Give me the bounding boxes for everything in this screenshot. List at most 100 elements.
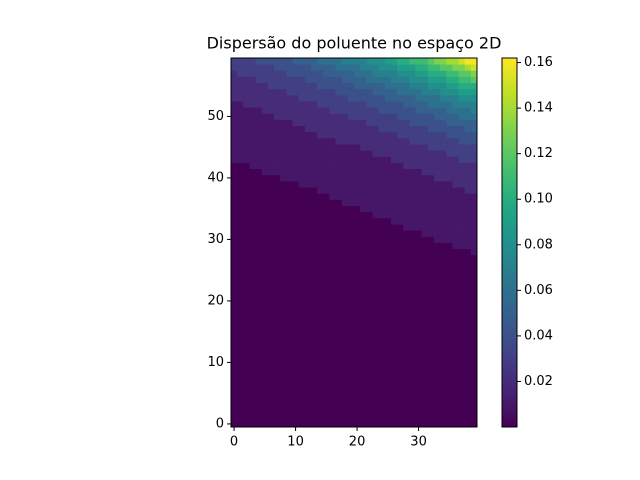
heatmap-cell <box>378 76 386 83</box>
heatmap-cell <box>298 396 306 403</box>
heatmap-cell <box>261 217 269 225</box>
heatmap-cell <box>274 70 281 77</box>
heatmap-cell <box>310 408 318 416</box>
heatmap-cell <box>280 107 287 114</box>
heatmap-cell <box>384 242 392 250</box>
heatmap-cell <box>231 205 238 213</box>
heatmap-cell <box>397 125 404 133</box>
heatmap-cell <box>366 254 373 262</box>
heatmap-cell <box>354 101 361 108</box>
heatmap-cell <box>335 291 343 299</box>
heatmap-cell <box>274 150 281 157</box>
heatmap-cell <box>231 377 238 385</box>
heatmap-cell <box>409 205 416 213</box>
heatmap-cell <box>354 144 361 151</box>
heatmap-cell <box>372 107 379 114</box>
heatmap-cell <box>415 113 423 120</box>
heatmap-cell <box>304 260 312 268</box>
heatmap-cell <box>249 58 256 65</box>
heatmap-cell <box>415 328 423 336</box>
heatmap-cell <box>243 125 250 133</box>
heatmap-cell <box>458 408 466 416</box>
heatmap-cell <box>280 181 287 188</box>
heatmap-cell <box>446 310 453 317</box>
heatmap-cell <box>433 107 441 114</box>
heatmap-cell <box>470 316 478 323</box>
heatmap-cell <box>415 396 423 403</box>
heatmap-cell <box>421 101 429 108</box>
heatmap-cell <box>231 390 238 397</box>
heatmap-cell <box>243 211 250 219</box>
heatmap-cell <box>421 181 429 188</box>
heatmap-cell <box>458 322 466 329</box>
heatmap-cell <box>267 420 275 428</box>
heatmap-cell <box>292 273 300 280</box>
heatmap-cell <box>446 224 453 231</box>
heatmap-cell <box>403 113 410 120</box>
heatmap-cell <box>329 199 336 206</box>
heatmap-cell <box>249 408 256 416</box>
heatmap-cell <box>329 181 336 188</box>
heatmap-cell <box>329 340 336 348</box>
heatmap-cell <box>446 193 453 200</box>
heatmap-cell <box>347 377 355 385</box>
heatmap-cell <box>354 125 361 133</box>
heatmap-cell <box>384 390 392 397</box>
heatmap-cell <box>280 310 287 317</box>
heatmap-cell <box>267 230 275 237</box>
heatmap-cell <box>267 217 275 225</box>
heatmap-cell <box>378 248 386 256</box>
heatmap-cell <box>452 193 459 200</box>
heatmap-cell <box>292 267 300 274</box>
heatmap-cell <box>378 88 386 96</box>
heatmap-cell <box>433 101 441 108</box>
heatmap-cell <box>347 150 355 157</box>
heatmap-cell <box>415 291 423 299</box>
heatmap-cell <box>329 64 336 71</box>
heatmap-cell <box>255 205 263 213</box>
heatmap-cell <box>243 205 250 213</box>
heatmap-cell <box>433 328 441 336</box>
heatmap-cell <box>390 328 398 336</box>
heatmap-cell <box>298 377 306 385</box>
heatmap-cell <box>347 156 355 163</box>
heatmap-cell <box>397 291 404 299</box>
heatmap-cell <box>317 101 324 108</box>
heatmap-cell <box>372 230 379 237</box>
heatmap-cell <box>310 353 318 360</box>
heatmap-cell <box>304 150 312 157</box>
heatmap-cell <box>464 322 472 329</box>
heatmap-cell <box>360 119 367 127</box>
heatmap-cell <box>261 150 269 157</box>
heatmap-cell <box>452 94 459 102</box>
heatmap-cell <box>323 150 330 157</box>
heatmap-cell <box>267 334 275 342</box>
heatmap-cell <box>452 168 459 176</box>
heatmap-cell <box>280 193 287 200</box>
heatmap-cell <box>304 267 312 274</box>
heatmap-cell <box>267 340 275 348</box>
heatmap-cell <box>397 168 404 176</box>
heatmap-cell <box>329 131 336 139</box>
heatmap-cell <box>249 365 256 373</box>
heatmap-cell <box>433 119 441 127</box>
heatmap-cell <box>464 88 472 96</box>
heatmap-cell <box>397 193 404 200</box>
heatmap-cell <box>415 64 423 71</box>
heatmap-cell <box>267 304 275 311</box>
heatmap-cell <box>403 101 410 108</box>
heatmap-cell <box>341 291 349 299</box>
heatmap-cell <box>237 137 244 145</box>
heatmap-cell <box>470 144 478 151</box>
heatmap-cell <box>354 347 361 354</box>
heatmap-cell <box>237 371 244 379</box>
heatmap-cell <box>464 291 472 299</box>
heatmap-cell <box>317 322 324 329</box>
heatmap-cell <box>347 273 355 280</box>
heatmap-cell <box>298 199 306 206</box>
heatmap-cell <box>384 322 392 329</box>
heatmap-cell <box>329 316 336 323</box>
heatmap-cell <box>261 101 269 108</box>
heatmap-cell <box>403 107 410 114</box>
heatmap-cell <box>249 107 256 114</box>
